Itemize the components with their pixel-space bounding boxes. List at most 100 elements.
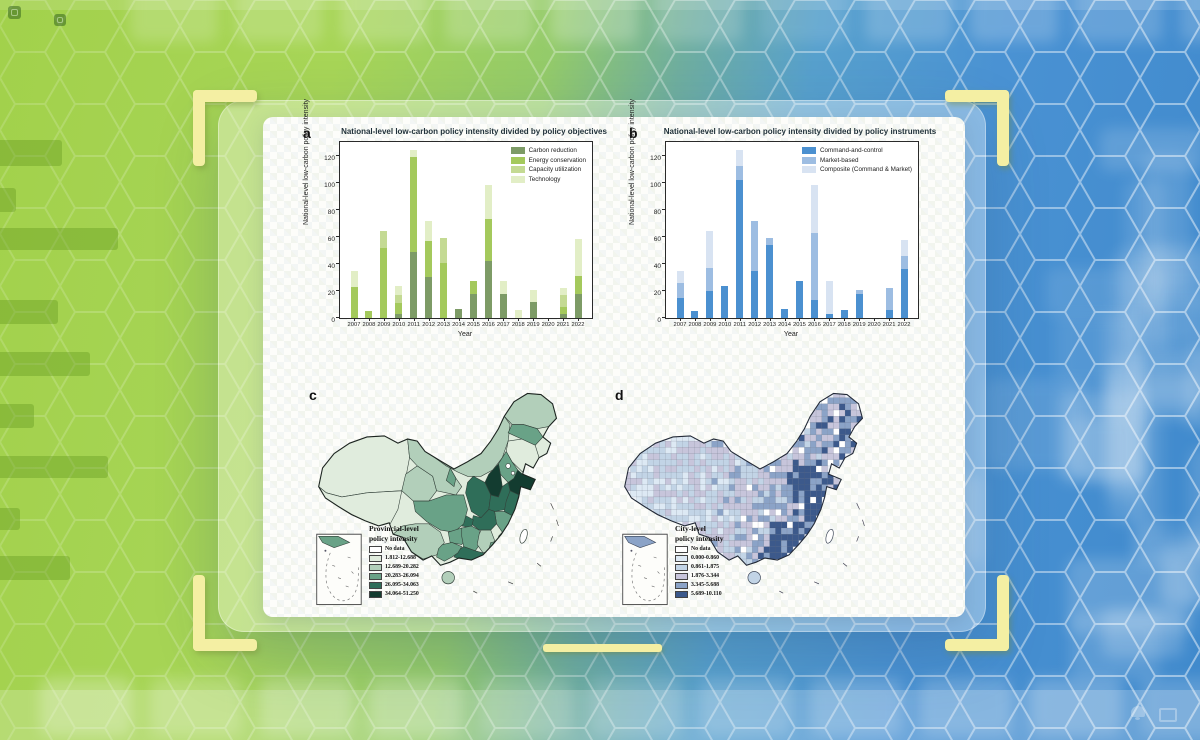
bg-blur-tile bbox=[370, 678, 462, 736]
bar-segment bbox=[574, 239, 582, 277]
city-cell bbox=[798, 484, 805, 491]
city-cell bbox=[752, 540, 759, 547]
y-tick-label: 0 bbox=[657, 317, 661, 324]
map-legend-label: 1.812-12.688 bbox=[385, 555, 416, 562]
legend-item: Market-based bbox=[801, 156, 912, 164]
city-cell bbox=[769, 496, 776, 504]
province-guangxi bbox=[436, 542, 463, 562]
chart-legend: Carbon reduction Energy conservation Capac… bbox=[510, 147, 586, 183]
legend-swatch bbox=[801, 147, 816, 154]
city-cell bbox=[705, 465, 712, 473]
city-cell bbox=[717, 453, 724, 460]
city-cell bbox=[688, 465, 695, 473]
legend-swatch bbox=[510, 147, 525, 154]
bar-segment bbox=[736, 179, 744, 318]
city-cell bbox=[688, 447, 695, 454]
x-tick-mark bbox=[799, 318, 801, 321]
x-tick-label: 2015 bbox=[793, 322, 806, 328]
city-cell bbox=[827, 403, 834, 411]
city-cell bbox=[705, 478, 712, 485]
city-cell bbox=[769, 521, 776, 529]
city-cell bbox=[717, 509, 724, 516]
province-xinjiang bbox=[318, 435, 410, 498]
legend-item: Capacity utilization bbox=[510, 166, 586, 173]
x-tick-label: 2013 bbox=[437, 322, 451, 328]
map-legend-label: 0.000-0.860 bbox=[691, 555, 720, 562]
city-cell bbox=[670, 434, 677, 442]
city-cell bbox=[688, 478, 695, 485]
x-tick-mark bbox=[503, 318, 505, 321]
city-cell bbox=[804, 503, 811, 510]
x-tick-mark bbox=[578, 318, 579, 321]
city-cell bbox=[821, 478, 828, 485]
x-tick-mark bbox=[680, 318, 681, 321]
city-cell bbox=[676, 490, 683, 498]
city-cell bbox=[746, 496, 753, 504]
city-cell bbox=[821, 453, 828, 460]
city-cell bbox=[815, 453, 822, 460]
bg-blur-tile bbox=[1102, 607, 1184, 657]
x-tick-label: 2009 bbox=[703, 322, 717, 328]
left-equalizer-bar bbox=[0, 300, 58, 324]
city-cell bbox=[676, 509, 683, 516]
city-cell bbox=[821, 409, 828, 417]
map-legend-label: 12.689-20.282 bbox=[385, 564, 419, 571]
city-cell bbox=[815, 428, 822, 436]
city-cell bbox=[844, 397, 851, 404]
city-cell bbox=[821, 403, 828, 411]
bar-segment bbox=[350, 270, 358, 287]
city-cell bbox=[653, 496, 660, 504]
city-cell bbox=[786, 503, 793, 510]
y-tick-label: 80 bbox=[327, 208, 335, 216]
city-cell bbox=[775, 546, 782, 553]
city-cell bbox=[781, 534, 788, 541]
city-cell bbox=[641, 472, 648, 479]
city-cell bbox=[792, 453, 799, 460]
map-legend-item: 26.095-34.063 bbox=[369, 581, 419, 589]
bg-blur-tile bbox=[1108, 354, 1143, 523]
city-cell bbox=[763, 521, 770, 529]
map-legend-item: No data bbox=[675, 545, 724, 553]
city-cell bbox=[815, 484, 822, 491]
bar-segment bbox=[425, 277, 433, 318]
map-panel-provincial: c bbox=[309, 379, 599, 617]
city-cell bbox=[723, 546, 730, 553]
city-cell bbox=[699, 496, 706, 504]
city-cell bbox=[746, 521, 753, 529]
city-cell bbox=[647, 496, 654, 504]
x-tick-mark bbox=[368, 318, 370, 321]
city-cell bbox=[815, 440, 822, 448]
city-cell bbox=[781, 465, 788, 473]
city-cell bbox=[734, 478, 741, 485]
x-tick-label: 2021 bbox=[882, 322, 896, 328]
city-cell bbox=[763, 490, 770, 498]
city-cell bbox=[757, 496, 764, 504]
frame-icon bbox=[1159, 708, 1177, 722]
city-cell bbox=[798, 447, 805, 454]
city-cell bbox=[757, 515, 764, 522]
legend-item: Command-and-control bbox=[801, 147, 912, 154]
city-cell bbox=[827, 453, 834, 460]
city-cell bbox=[798, 515, 805, 522]
x-tick-label: 2008 bbox=[688, 322, 702, 328]
panel-letter-a: a bbox=[303, 125, 311, 141]
city-cell bbox=[641, 465, 648, 473]
city-cell bbox=[792, 459, 799, 467]
city-cell bbox=[757, 540, 764, 547]
left-equalizer-bar bbox=[0, 456, 108, 478]
city-cell bbox=[688, 484, 695, 491]
bg-blur-tile bbox=[1056, 314, 1138, 386]
city-cell bbox=[810, 422, 817, 429]
city-cell bbox=[723, 484, 730, 491]
map-legend-swatch bbox=[369, 554, 382, 562]
city-cell bbox=[804, 509, 811, 516]
city-cell bbox=[775, 540, 782, 547]
bg-blur-tile bbox=[810, 678, 902, 736]
y-tick-mark bbox=[662, 208, 666, 210]
city-cell bbox=[647, 453, 654, 460]
y-tick-label: 40 bbox=[653, 262, 661, 270]
city-cell bbox=[850, 416, 857, 423]
city-cell bbox=[746, 534, 753, 541]
city-cell bbox=[752, 534, 759, 541]
city-cell bbox=[804, 521, 811, 529]
